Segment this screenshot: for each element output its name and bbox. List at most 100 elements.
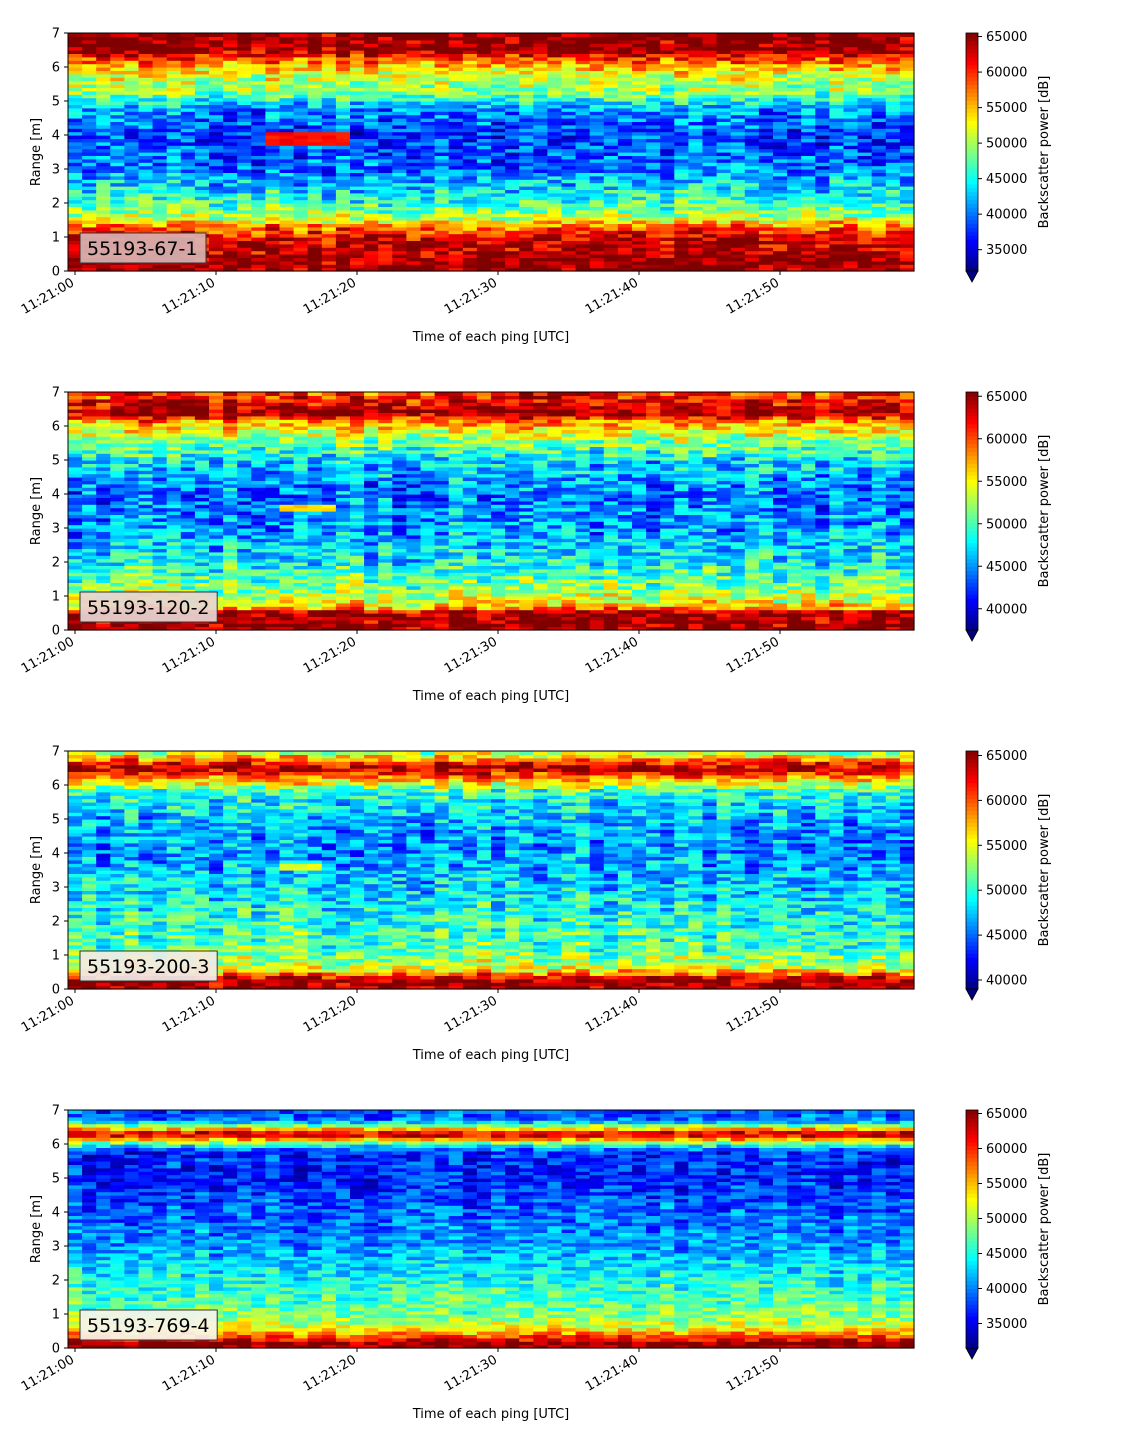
heat-cell <box>561 111 577 116</box>
heat-cell <box>857 158 873 163</box>
heat-cell <box>96 148 111 153</box>
heat-cell <box>321 243 337 248</box>
heat-cell <box>688 230 704 235</box>
heat-cell <box>603 84 619 88</box>
heat-cell <box>660 226 675 231</box>
heat-cell <box>434 237 450 241</box>
heat-cell <box>744 267 760 272</box>
heat-cell <box>321 182 337 187</box>
heat-cell <box>787 209 802 214</box>
heat-cell <box>448 97 464 102</box>
heat-cell <box>533 172 548 177</box>
heat-cell <box>646 264 661 269</box>
heat-cell <box>491 175 506 180</box>
heat-cell <box>787 131 802 136</box>
heat-cell <box>96 267 111 272</box>
heat-cell <box>152 453 168 458</box>
heat-cell <box>96 165 111 170</box>
heat-cell <box>646 257 661 262</box>
heat-cell <box>392 267 407 272</box>
heat-cell <box>307 254 323 258</box>
heat-cell <box>476 267 492 272</box>
heat-cell <box>420 189 436 194</box>
heat-cell <box>68 267 83 272</box>
heat-cell <box>124 223 140 228</box>
heat-cell <box>96 84 111 88</box>
heat-cell <box>223 128 238 133</box>
heat-cell <box>406 254 422 258</box>
heat-cell <box>603 264 619 269</box>
heat-cell <box>194 104 210 109</box>
heat-cell <box>547 189 563 194</box>
heat-cell <box>787 182 802 187</box>
heat-cell <box>632 101 647 105</box>
heat-cell <box>730 267 746 272</box>
heat-cell <box>420 209 436 214</box>
heat-cell <box>420 135 436 139</box>
heat-cell <box>420 230 436 235</box>
heat-cell <box>632 175 647 180</box>
heat-cell <box>350 209 365 214</box>
heat-cell <box>519 267 534 272</box>
heat-cell <box>702 213 718 218</box>
heat-cell <box>462 257 478 262</box>
heat-cell <box>519 158 534 163</box>
heat-cell <box>293 264 309 269</box>
heat-cell <box>462 250 478 255</box>
colorbar-step <box>966 215 978 220</box>
heat-cell <box>744 243 760 248</box>
heat-cell <box>335 237 351 241</box>
heat-cell <box>378 107 393 112</box>
heat-cell <box>82 104 97 109</box>
colorbar-step <box>966 136 978 141</box>
heat-cell <box>110 206 125 211</box>
heat-cell <box>519 254 534 258</box>
heat-cell <box>124 94 140 99</box>
heat-cell <box>758 104 774 109</box>
heat-cell <box>674 172 689 177</box>
heat-cell <box>815 182 830 187</box>
heat-cell <box>448 60 464 65</box>
heat-cell <box>307 67 323 71</box>
heat-cell <box>180 223 196 228</box>
heat-cell <box>251 148 266 153</box>
heat-cell <box>209 169 224 173</box>
heat-cell <box>744 87 760 92</box>
heat-cell <box>491 104 506 109</box>
heat-cell <box>321 189 337 194</box>
heat-cell <box>646 172 661 177</box>
heat-cell <box>533 87 548 92</box>
heat-cell <box>730 80 746 85</box>
heat-cell <box>180 189 196 194</box>
heat-cell <box>547 63 563 68</box>
heat-cell <box>321 118 337 122</box>
heat-cell <box>237 226 252 231</box>
heat-cell <box>575 90 591 95</box>
heat-cell <box>434 84 450 88</box>
heat-cell <box>194 203 210 207</box>
heat-cell <box>505 104 520 109</box>
heat-cell <box>547 141 563 146</box>
heat-cell <box>646 84 661 88</box>
heat-cell <box>519 135 534 139</box>
heat-cell <box>773 189 788 194</box>
heat-cell <box>321 43 337 48</box>
heat-cell <box>603 165 619 170</box>
heat-cell <box>646 237 661 241</box>
colorbar-step <box>966 44 978 50</box>
heat-cell <box>632 67 647 71</box>
heat-cell <box>124 84 140 88</box>
heat-cell <box>82 60 97 65</box>
heat-cell <box>237 43 252 48</box>
heat-cell <box>589 121 605 126</box>
heat-cell <box>476 209 492 214</box>
heat-cell <box>491 192 506 197</box>
heat-cell <box>392 260 407 265</box>
heat-cell <box>773 70 788 75</box>
heat-cell <box>505 145 520 150</box>
heat-cell <box>265 223 281 228</box>
heat-cell <box>533 209 548 214</box>
heat-cell <box>406 165 422 170</box>
heat-cell <box>815 264 830 269</box>
heat-cell <box>180 43 196 48</box>
